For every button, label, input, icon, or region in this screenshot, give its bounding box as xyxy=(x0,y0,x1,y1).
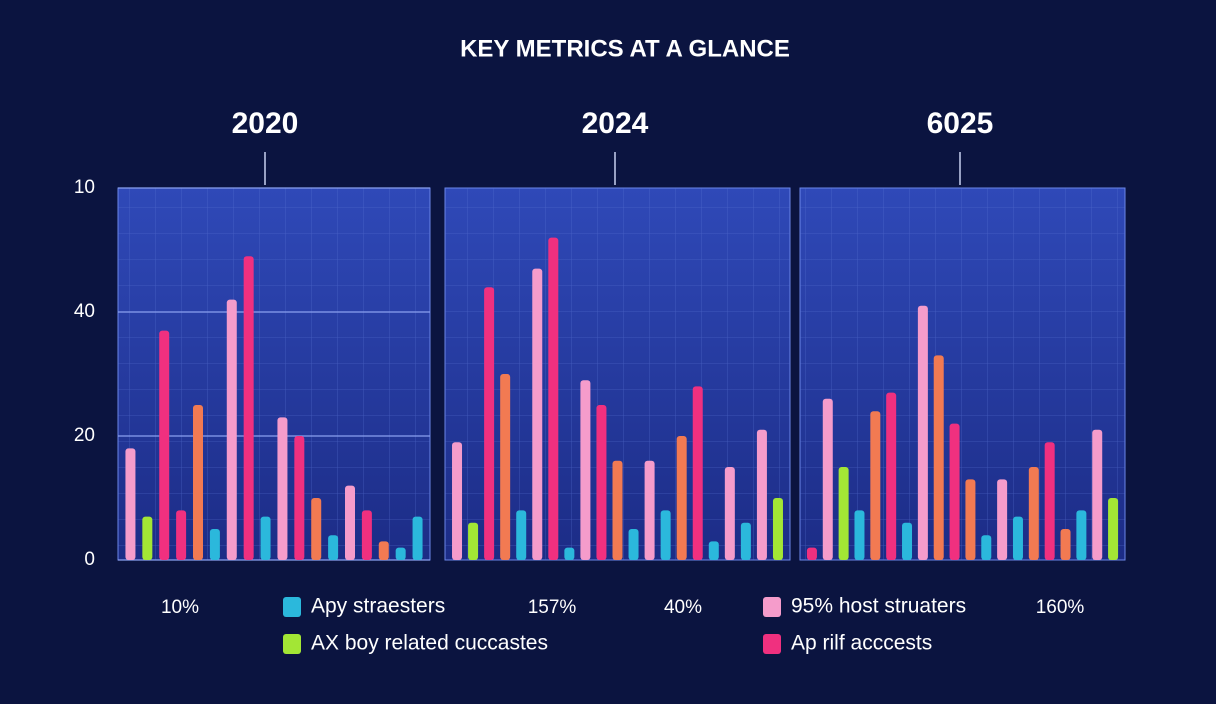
bar xyxy=(500,374,511,560)
bar xyxy=(854,510,865,560)
y-tick-label: 20 xyxy=(74,425,95,446)
bar xyxy=(660,510,671,560)
legend-swatch xyxy=(763,597,781,617)
bar xyxy=(806,547,817,560)
bar xyxy=(548,237,559,560)
bar xyxy=(159,330,170,560)
bar xyxy=(1028,467,1039,560)
bar xyxy=(902,522,913,560)
legend-swatch xyxy=(283,597,301,617)
bar xyxy=(516,510,527,560)
panel-title: 2020 xyxy=(232,107,299,140)
bar xyxy=(193,405,203,560)
bar xyxy=(949,423,960,560)
y-tick-label: 40 xyxy=(74,301,95,322)
y-tick-label: 0 xyxy=(84,549,95,570)
bar xyxy=(260,516,271,560)
bar xyxy=(484,287,495,560)
bar xyxy=(997,479,1008,560)
bar xyxy=(226,299,237,560)
x-label: 157% xyxy=(528,597,577,618)
bar xyxy=(345,485,355,560)
bar xyxy=(838,467,849,560)
bar xyxy=(981,535,992,560)
bar xyxy=(917,305,928,560)
panel-title: 6025 xyxy=(927,107,994,140)
plot-grid xyxy=(800,188,1125,560)
bar xyxy=(564,547,575,560)
plot-grid xyxy=(118,188,430,560)
bar xyxy=(628,529,639,560)
legend-swatch xyxy=(763,634,781,654)
bar xyxy=(378,541,389,560)
bar xyxy=(756,429,767,560)
bar xyxy=(125,448,136,560)
bar xyxy=(692,386,703,560)
x-label: 40% xyxy=(664,597,702,618)
y-tick-label: 10 xyxy=(74,177,95,198)
bar xyxy=(676,436,687,560)
bar xyxy=(277,417,288,560)
bar xyxy=(1044,442,1055,560)
x-label: 160% xyxy=(1036,597,1085,618)
bar xyxy=(644,460,655,560)
page-title: KEY METRICS AT A GLANCE xyxy=(460,35,790,62)
bar xyxy=(452,442,463,560)
bar xyxy=(580,380,591,560)
bar xyxy=(933,355,944,560)
bar xyxy=(965,479,976,560)
bar xyxy=(243,256,254,560)
bar xyxy=(724,467,735,560)
bar xyxy=(612,460,623,560)
bar xyxy=(412,516,423,560)
bar xyxy=(468,522,479,560)
bar xyxy=(209,529,220,560)
bar xyxy=(328,535,339,560)
bar xyxy=(596,405,607,560)
bar xyxy=(294,436,305,560)
bar xyxy=(361,510,372,560)
bar xyxy=(870,411,881,560)
bar xyxy=(1012,516,1023,560)
x-label: 10% xyxy=(161,597,199,618)
legend-label: Ap rilf acccests xyxy=(791,632,932,655)
bar xyxy=(822,398,833,560)
legend-label: AX boy related cuccastes xyxy=(311,632,548,655)
bar xyxy=(1060,529,1071,560)
bar xyxy=(886,392,897,560)
bar xyxy=(1092,429,1103,560)
bar xyxy=(708,541,719,560)
bar xyxy=(532,268,543,560)
bar xyxy=(176,510,187,560)
bar xyxy=(311,498,322,560)
legend-label: 95% host struaters xyxy=(791,595,966,618)
legend-label: Apy straesters xyxy=(311,595,445,618)
bar xyxy=(395,547,406,560)
bar xyxy=(1076,510,1087,560)
bar xyxy=(740,522,751,560)
legend-swatch xyxy=(283,634,301,654)
bar xyxy=(1108,498,1119,560)
bar xyxy=(772,498,783,560)
bar xyxy=(142,516,153,560)
panel-title: 2024 xyxy=(582,107,649,140)
